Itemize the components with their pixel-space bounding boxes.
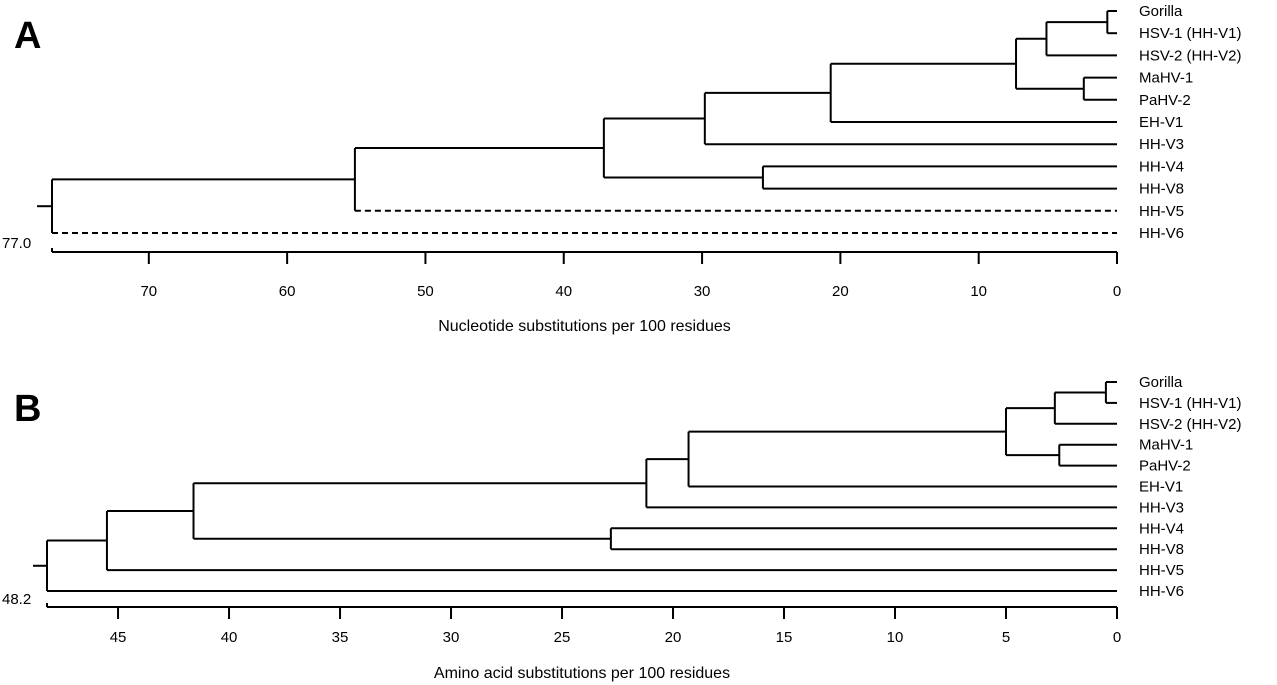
taxon-label: HH-V3 bbox=[1139, 499, 1184, 516]
taxon-label: PaHV-2 bbox=[1139, 92, 1191, 109]
axis-tick-label: 5 bbox=[1002, 629, 1010, 646]
axis-tick-label: 10 bbox=[887, 629, 904, 646]
taxon-label: HH-V4 bbox=[1139, 158, 1184, 175]
panel-a: A Gorilla HSV-1 (HH-V1) HSV-2 (HH-V2) MaHV-1… bbox=[2, 3, 1242, 335]
axis-tick-label: 15 bbox=[776, 629, 793, 646]
taxon-label: HH-V6 bbox=[1139, 583, 1184, 600]
axis-tick-label: 35 bbox=[332, 629, 349, 646]
axis-title-b: Amino acid substitutions per 100 residue… bbox=[434, 665, 730, 682]
root-depth-label-b: 48.2 bbox=[2, 591, 31, 608]
panel-b: B Gorilla HSV-1 (HH-V1) HSV-2 (HH-V2) MaHV-1… bbox=[2, 374, 1242, 682]
axis-tick-label: 40 bbox=[555, 283, 572, 300]
axis-tick-label: 45 bbox=[110, 629, 127, 646]
axis-tick-label: 0 bbox=[1113, 283, 1121, 300]
panel-letter-b: B bbox=[14, 388, 41, 430]
axis-title-a: Nucleotide substitutions per 100 residue… bbox=[438, 318, 731, 335]
taxon-label: HH-V3 bbox=[1139, 136, 1184, 153]
taxon-label: Gorilla bbox=[1139, 3, 1183, 20]
axis-tick-label: 30 bbox=[443, 629, 460, 646]
taxon-label: PaHV-2 bbox=[1139, 458, 1191, 475]
axis-tick-label: 50 bbox=[417, 283, 434, 300]
taxon-label: Gorilla bbox=[1139, 374, 1183, 391]
axis-tick-label: 10 bbox=[970, 283, 987, 300]
taxon-label: HH-V8 bbox=[1139, 541, 1184, 558]
panel-letter-a: A bbox=[14, 15, 41, 57]
taxon-label: HSV-2 (HH-V2) bbox=[1139, 47, 1242, 64]
taxon-label: HH-V4 bbox=[1139, 520, 1184, 537]
taxon-label: HSV-1 (HH-V1) bbox=[1139, 25, 1242, 42]
axis-tick-label: 0 bbox=[1113, 629, 1121, 646]
taxon-label: HSV-2 (HH-V2) bbox=[1139, 416, 1242, 433]
axis-tick-label: 40 bbox=[221, 629, 238, 646]
axis-tick-label: 30 bbox=[694, 283, 711, 300]
taxon-label: MaHV-1 bbox=[1139, 437, 1193, 454]
axis-tick-label: 60 bbox=[279, 283, 296, 300]
axis-tick-label: 70 bbox=[140, 283, 157, 300]
taxon-label: MaHV-1 bbox=[1139, 70, 1193, 87]
root-depth-label-a: 77.0 bbox=[2, 235, 31, 252]
axis-tick-label: 25 bbox=[554, 629, 571, 646]
taxon-label: HH-V5 bbox=[1139, 203, 1184, 220]
taxon-label: HH-V8 bbox=[1139, 181, 1184, 198]
taxon-label: HH-V6 bbox=[1139, 225, 1184, 242]
axis-tick-label: 20 bbox=[832, 283, 849, 300]
taxon-label: HH-V5 bbox=[1139, 562, 1184, 579]
taxon-label: EH-V1 bbox=[1139, 479, 1183, 496]
taxon-label: EH-V1 bbox=[1139, 114, 1183, 131]
taxon-label: HSV-1 (HH-V1) bbox=[1139, 395, 1242, 412]
axis-tick-label: 20 bbox=[665, 629, 682, 646]
